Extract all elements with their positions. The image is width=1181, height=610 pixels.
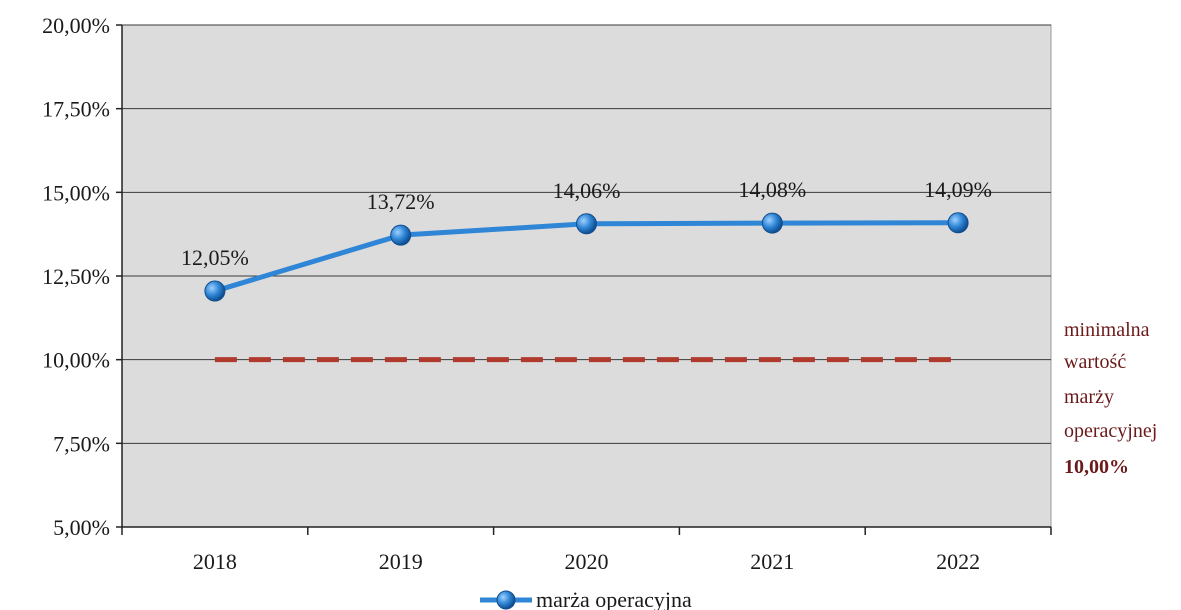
legend-marker-icon (496, 590, 516, 610)
data-point (947, 212, 969, 234)
y-tick-label: 17,50% (42, 97, 110, 122)
data-label: 13,72% (367, 189, 435, 214)
data-label: 14,08% (738, 177, 806, 202)
annotation-line-2: wartość (1064, 351, 1126, 373)
y-tick-label: 7,50% (53, 431, 110, 456)
legend: marża operacyjna (480, 587, 692, 610)
y-tick-label: 5,00% (53, 515, 110, 540)
data-label: 12,05% (181, 245, 249, 270)
data-point (204, 280, 226, 302)
annotation-line-3: marży (1064, 386, 1114, 408)
threshold-annotation: minimalna wartość marży operacyjnej 10,0… (1064, 319, 1157, 478)
data-label: 14,09% (924, 177, 992, 202)
y-tick-label: 10,00% (42, 348, 110, 373)
grid-lines (122, 24, 1051, 444)
series-marza-operacyjna (204, 212, 969, 302)
data-point (390, 224, 412, 246)
y-tick-label: 20,00% (42, 13, 110, 38)
annotation-line-1: minimalna (1064, 319, 1150, 341)
x-tick-label: 2021 (750, 549, 794, 574)
data-point (576, 213, 597, 235)
y-tick-label: 15,00% (42, 180, 110, 205)
y-tick-label: 12,50% (42, 264, 110, 289)
x-tick-label: 2022 (936, 549, 980, 574)
annotation-line-4: operacyjnej (1064, 420, 1157, 442)
data-point (761, 212, 783, 234)
annotation-value: 10,00% (1064, 456, 1129, 478)
x-tick-label: 2019 (379, 549, 423, 574)
x-tick-label: 2020 (565, 549, 609, 574)
data-labels: 12,05% 13,72% 14,06% 14,08% 14,09% (181, 177, 992, 270)
legend-label: marża operacyjna (536, 587, 692, 610)
x-tick-label: 2018 (193, 549, 237, 574)
axes: 20,00% 17,50% 15,00% 12,50% 10,00% 7,50% 5,00%… (42, 13, 1052, 574)
data-label: 14,06% (553, 178, 621, 203)
